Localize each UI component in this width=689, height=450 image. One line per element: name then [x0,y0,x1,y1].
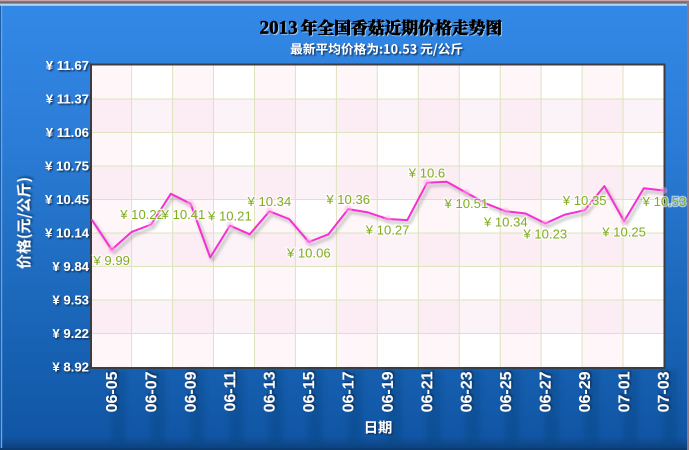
svg-text:¥ 10.34: ¥ 10.34 [483,215,528,230]
svg-text:¥ 10.35: ¥ 10.35 [562,193,607,208]
svg-text:¥ 9.99: ¥ 9.99 [92,253,129,268]
svg-text:06-23: 06-23 [459,371,476,412]
svg-text:06-13: 06-13 [262,371,279,412]
svg-text:¥ 9.53: ¥ 9.53 [52,293,89,308]
svg-text:06-11: 06-11 [222,371,239,411]
svg-text:¥ 10.53: ¥ 10.53 [642,194,687,209]
svg-text:¥ 10.23: ¥ 10.23 [522,227,567,242]
svg-text:06-27: 06-27 [538,371,555,412]
svg-text:¥ 10.41: ¥ 10.41 [161,207,206,222]
svg-text:06-21: 06-21 [419,371,436,412]
svg-text:¥ 10.45: ¥ 10.45 [45,192,89,207]
svg-text:¥ 10.34: ¥ 10.34 [247,194,292,209]
svg-text:¥ 11.37: ¥ 11.37 [46,92,89,107]
svg-text:06-17: 06-17 [341,371,358,412]
svg-text:07-01: 07-01 [616,371,633,412]
svg-text:¥ 10.51: ¥ 10.51 [444,196,489,211]
svg-text:¥ 10.22: ¥ 10.22 [119,207,164,222]
svg-text:06-19: 06-19 [380,371,397,412]
svg-text:¥ 9.22: ¥ 9.22 [52,326,89,341]
svg-text:¥ 11.67: ¥ 11.67 [46,58,89,73]
svg-text:06-09: 06-09 [183,371,200,412]
svg-text:07-03: 07-03 [656,371,673,412]
svg-text:¥ 10.21: ¥ 10.21 [207,208,252,223]
svg-text:¥ 8.92: ¥ 8.92 [52,360,89,375]
svg-text:¥ 10.14: ¥ 10.14 [45,226,90,241]
svg-text:¥ 9.84: ¥ 9.84 [52,259,89,274]
svg-text:06-07: 06-07 [143,371,160,412]
svg-text:¥ 11.06: ¥ 11.06 [46,125,89,140]
svg-text:06-15: 06-15 [301,371,318,412]
svg-text:06-29: 06-29 [577,371,594,412]
svg-text:¥ 10.6: ¥ 10.6 [408,166,445,181]
svg-text:¥ 10.25: ¥ 10.25 [601,225,646,240]
svg-text:¥ 10.06: ¥ 10.06 [286,245,331,260]
svg-text:¥ 10.75: ¥ 10.75 [45,159,89,174]
svg-text:06-05: 06-05 [104,371,121,412]
svg-text:¥ 10.27: ¥ 10.27 [365,222,410,237]
svg-text:06-25: 06-25 [498,371,515,412]
svg-text:¥ 10.36: ¥ 10.36 [325,192,370,207]
